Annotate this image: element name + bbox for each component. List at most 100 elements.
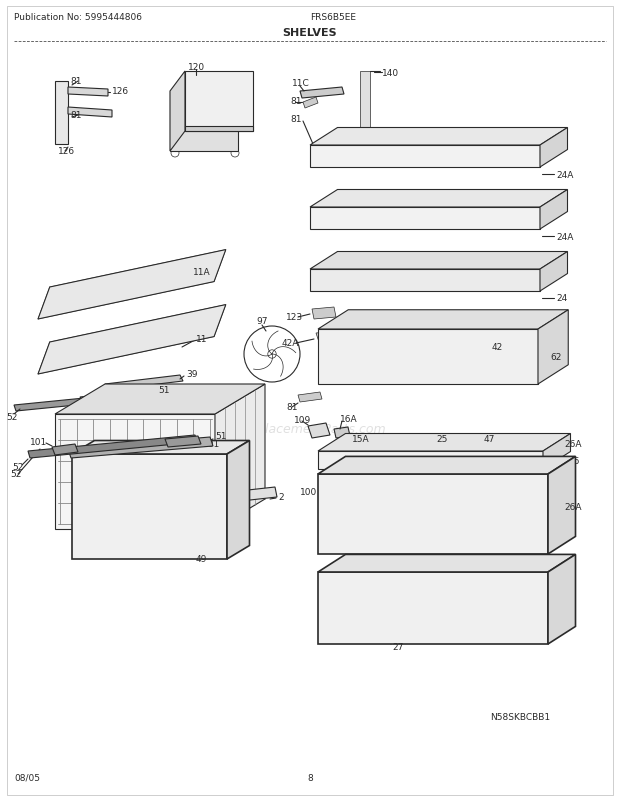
Text: 26: 26	[568, 457, 579, 466]
Polygon shape	[185, 72, 253, 132]
Polygon shape	[230, 488, 277, 502]
Text: 27: 27	[392, 642, 404, 652]
Text: 11A: 11A	[193, 268, 211, 277]
Text: 08/05: 08/05	[14, 773, 40, 782]
Text: SHELVES: SHELVES	[283, 28, 337, 38]
Text: 24A: 24A	[556, 170, 574, 180]
Text: 39: 39	[186, 370, 198, 379]
Text: 24A: 24A	[556, 233, 574, 241]
Polygon shape	[540, 252, 567, 292]
Text: 52: 52	[6, 413, 17, 422]
Text: 52: 52	[12, 463, 24, 472]
Polygon shape	[300, 88, 344, 99]
Polygon shape	[322, 469, 382, 539]
Text: 101: 101	[30, 438, 47, 447]
Text: 24: 24	[556, 294, 567, 303]
Polygon shape	[310, 208, 540, 229]
Polygon shape	[105, 322, 188, 338]
Polygon shape	[38, 306, 226, 375]
Text: 47A: 47A	[372, 563, 389, 572]
Polygon shape	[310, 269, 540, 292]
Text: 140: 140	[382, 68, 399, 78]
Text: N58SKBCBB1: N58SKBCBB1	[490, 713, 550, 722]
Text: 126: 126	[112, 87, 129, 96]
Text: 100: 100	[300, 488, 317, 497]
Text: 81: 81	[290, 115, 301, 124]
Text: 52: 52	[10, 470, 21, 479]
Polygon shape	[318, 573, 548, 644]
Text: 120: 120	[188, 63, 205, 71]
Polygon shape	[548, 457, 575, 554]
Polygon shape	[68, 107, 112, 118]
Polygon shape	[215, 384, 265, 529]
Polygon shape	[185, 127, 253, 132]
Text: 26A: 26A	[564, 503, 582, 512]
Polygon shape	[308, 423, 330, 439]
Polygon shape	[55, 415, 215, 529]
Polygon shape	[68, 88, 108, 97]
Polygon shape	[316, 331, 342, 346]
Text: 8: 8	[307, 773, 313, 782]
Polygon shape	[227, 441, 249, 559]
Text: 15A: 15A	[352, 435, 370, 444]
Polygon shape	[72, 455, 227, 559]
Polygon shape	[318, 475, 548, 554]
Polygon shape	[545, 508, 563, 524]
Text: 101: 101	[203, 440, 220, 449]
Text: 81: 81	[290, 97, 301, 107]
Text: 25: 25	[436, 435, 448, 444]
Polygon shape	[80, 390, 156, 404]
Text: 81: 81	[70, 111, 81, 119]
Text: eReplacementParts.com: eReplacementParts.com	[234, 423, 386, 436]
Polygon shape	[298, 392, 322, 403]
Polygon shape	[303, 98, 318, 109]
Polygon shape	[360, 72, 370, 164]
Text: 126: 126	[58, 148, 75, 156]
Polygon shape	[540, 190, 567, 229]
Polygon shape	[334, 427, 350, 439]
Polygon shape	[68, 437, 213, 459]
Text: 42A: 42A	[282, 339, 299, 348]
Text: 97: 97	[256, 317, 267, 326]
Polygon shape	[318, 330, 538, 384]
Polygon shape	[38, 250, 226, 320]
Polygon shape	[55, 384, 265, 415]
Polygon shape	[170, 72, 185, 152]
Text: 39A: 39A	[192, 315, 210, 324]
Text: 25A: 25A	[410, 577, 428, 585]
Text: 109: 109	[294, 416, 311, 425]
Polygon shape	[543, 434, 570, 469]
Text: 2: 2	[278, 493, 283, 502]
Polygon shape	[548, 555, 575, 644]
Polygon shape	[105, 375, 183, 391]
Text: 51: 51	[158, 386, 169, 395]
Text: 26A: 26A	[564, 440, 582, 449]
Polygon shape	[540, 128, 567, 168]
Polygon shape	[310, 252, 567, 269]
Polygon shape	[318, 457, 575, 475]
Text: 47: 47	[484, 435, 495, 444]
Polygon shape	[318, 434, 570, 452]
Text: 62: 62	[550, 353, 561, 362]
Text: 81: 81	[70, 78, 81, 87]
Polygon shape	[310, 190, 567, 208]
Polygon shape	[170, 92, 238, 152]
Text: 11: 11	[196, 335, 208, 344]
Polygon shape	[310, 128, 567, 146]
Polygon shape	[318, 310, 569, 330]
Polygon shape	[538, 310, 569, 384]
Polygon shape	[52, 444, 78, 456]
Polygon shape	[312, 308, 336, 320]
Polygon shape	[545, 448, 563, 464]
Text: Publication No: 5995444806: Publication No: 5995444806	[14, 14, 142, 22]
Text: 16A: 16A	[340, 415, 358, 424]
Polygon shape	[165, 436, 201, 448]
Text: 123: 123	[286, 313, 303, 322]
Text: 11C: 11C	[292, 79, 310, 87]
Polygon shape	[28, 435, 197, 459]
Text: 81: 81	[286, 403, 298, 412]
Text: 42: 42	[492, 343, 503, 352]
Text: FRS6B5EE: FRS6B5EE	[310, 14, 356, 22]
Polygon shape	[14, 390, 177, 411]
Polygon shape	[55, 82, 68, 145]
